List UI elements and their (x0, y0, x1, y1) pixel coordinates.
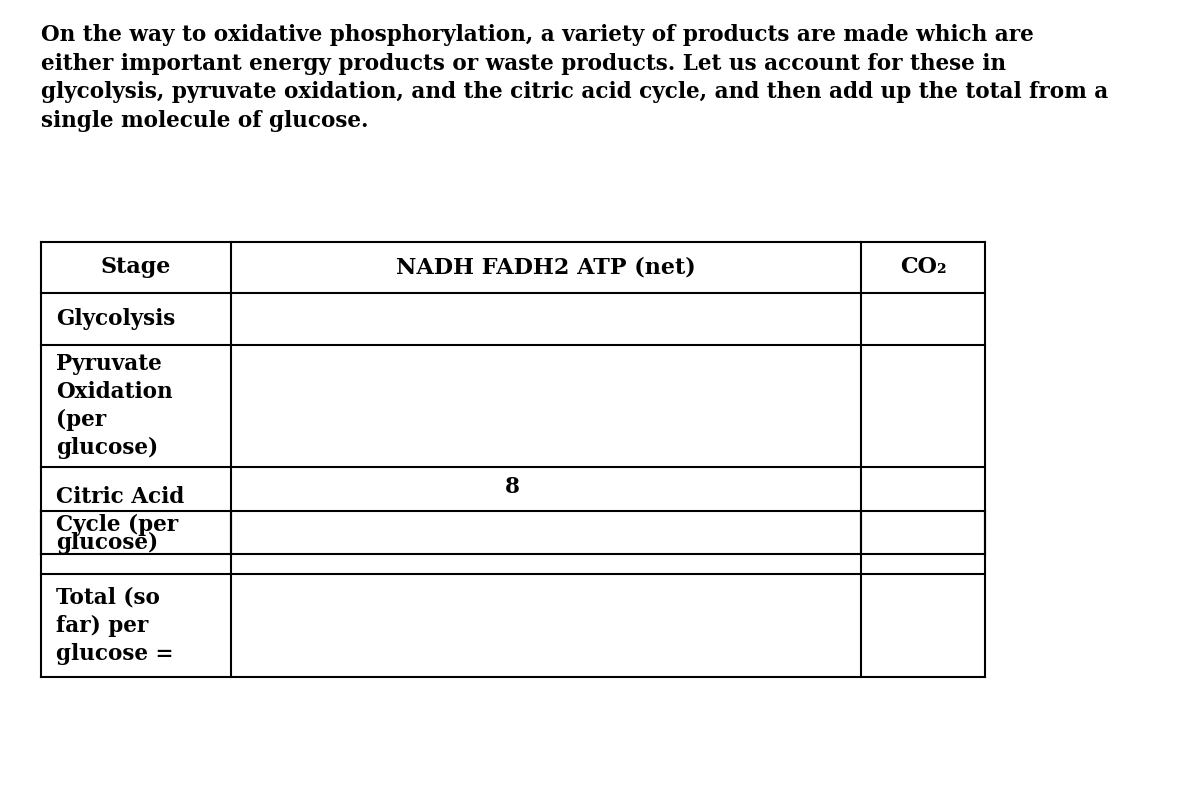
Text: CO₂: CO₂ (900, 257, 947, 278)
Text: NADH FADH2 ATP (net): NADH FADH2 ATP (net) (396, 257, 696, 278)
Text: Stage: Stage (101, 257, 172, 278)
Text: 8: 8 (505, 476, 521, 498)
Text: Citric Acid
Cycle (per: Citric Acid Cycle (per (56, 485, 185, 536)
Text: Glycolysis: Glycolysis (56, 308, 175, 329)
Text: Total (so
far) per
glucose =: Total (so far) per glucose = (56, 587, 174, 664)
Text: glucose): glucose) (56, 531, 158, 554)
Text: On the way to oxidative phosphorylation, a variety of products are made which ar: On the way to oxidative phosphorylation,… (41, 24, 1109, 132)
Text: Pyruvate
Oxidation
(per
glucose): Pyruvate Oxidation (per glucose) (56, 353, 173, 459)
